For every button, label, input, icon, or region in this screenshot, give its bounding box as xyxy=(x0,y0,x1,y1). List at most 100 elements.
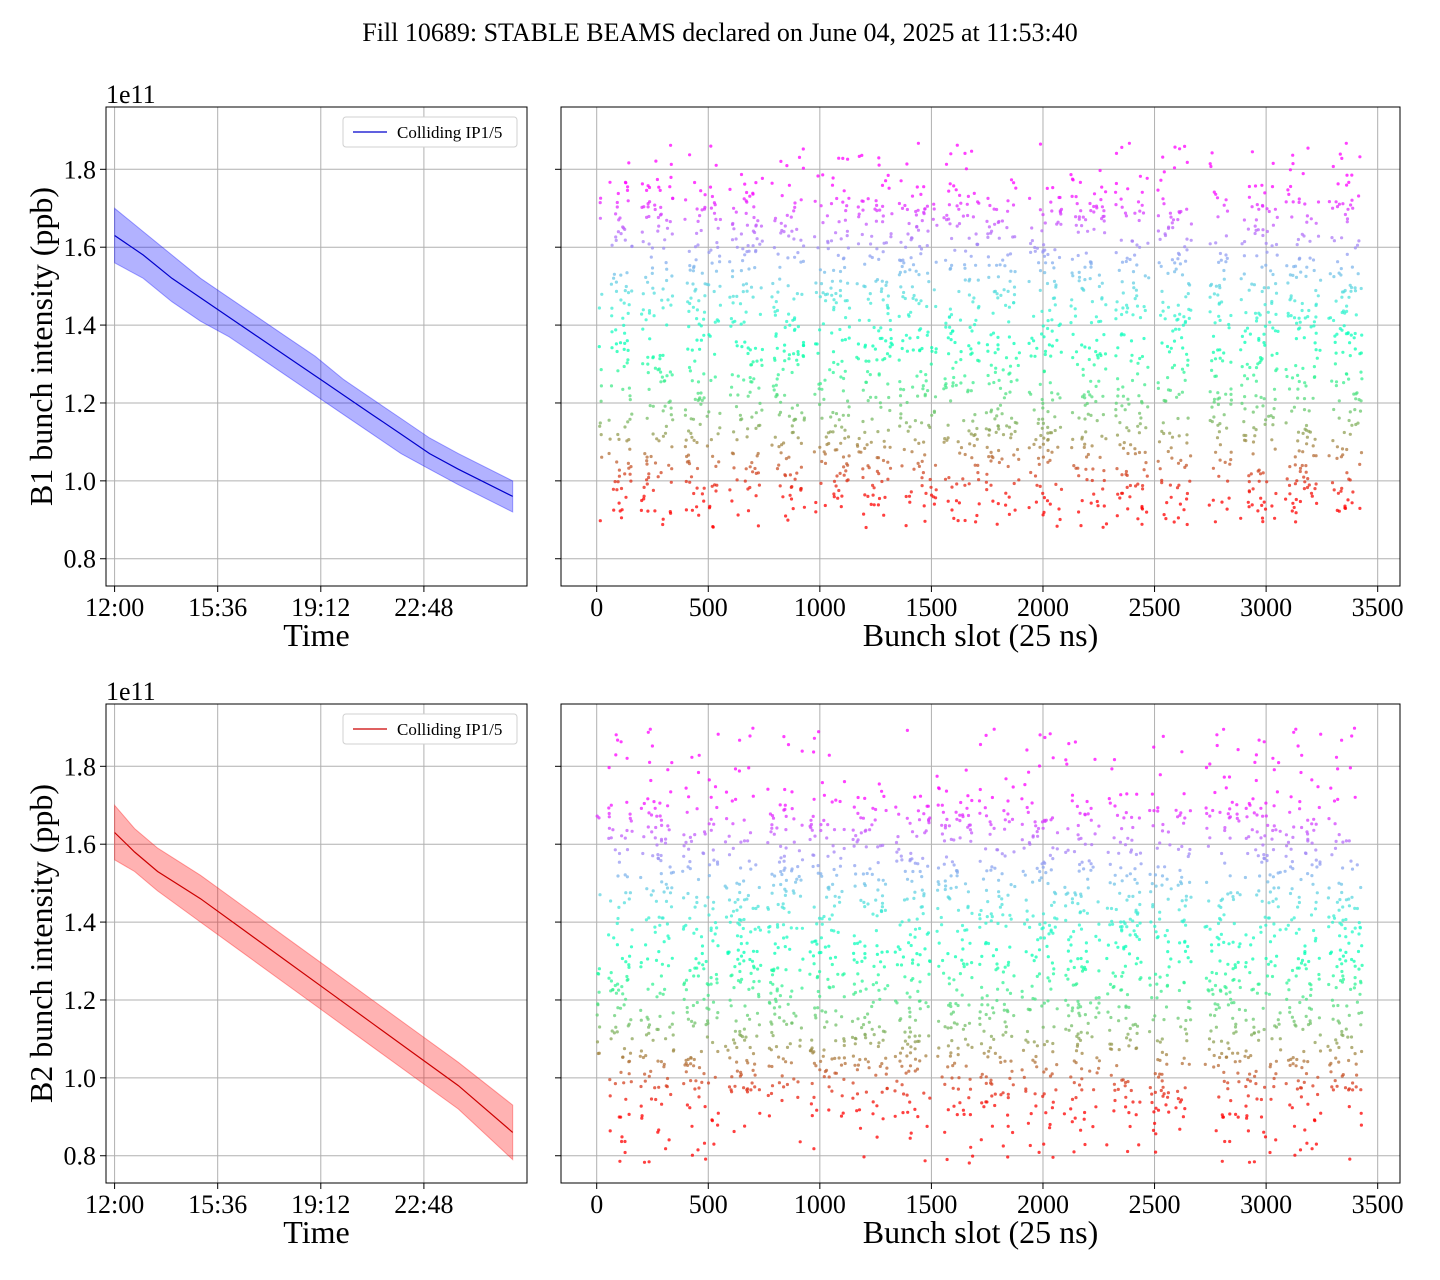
bunch-point xyxy=(972,433,976,438)
bunch-point xyxy=(860,232,864,237)
bunch-point xyxy=(965,806,969,810)
bunch-point xyxy=(1045,281,1050,286)
bunch-point xyxy=(1214,971,1219,976)
bunch-point xyxy=(1229,997,1233,1001)
bunch-point xyxy=(1298,499,1302,504)
bunch-point xyxy=(656,1059,660,1063)
bunch-point xyxy=(800,986,804,990)
bunch-point xyxy=(1001,970,1006,974)
bunch-point xyxy=(620,834,624,838)
bunch-point xyxy=(1341,350,1345,354)
b2-time-panel: 0.81.01.21.41.61.812:00 15:36 19:12 22:48 T… xyxy=(23,677,528,1250)
bunch-point xyxy=(1342,430,1346,435)
bunch-point xyxy=(1029,354,1033,358)
bunch-point xyxy=(1177,210,1181,214)
bunch-point xyxy=(776,252,780,256)
bunch-point xyxy=(846,157,850,161)
bunch-point xyxy=(884,179,888,183)
bunch-point xyxy=(1291,835,1295,840)
bunch-point xyxy=(810,940,814,944)
bunch-point xyxy=(1089,379,1093,383)
bunch-point xyxy=(1308,430,1312,434)
bunch-point xyxy=(910,450,914,454)
bunch-point xyxy=(1290,376,1295,380)
bunch-point xyxy=(987,263,991,267)
bunch-point xyxy=(1115,300,1119,304)
bunch-point xyxy=(658,923,662,927)
bunch-point xyxy=(616,1006,620,1010)
bunch-point xyxy=(823,1069,828,1074)
bunch-point xyxy=(831,370,835,375)
bunch-point xyxy=(623,180,628,184)
bunch-point xyxy=(792,209,796,213)
bunch-point xyxy=(1171,226,1175,230)
bunch-point xyxy=(1022,1075,1026,1079)
bunch-point xyxy=(1266,310,1270,314)
bunch-point xyxy=(1161,421,1165,425)
bunch-point xyxy=(1050,344,1054,348)
bunch-point xyxy=(1215,743,1219,748)
bunch-point xyxy=(748,831,753,835)
bunch-point xyxy=(1128,1038,1132,1042)
bunch-point xyxy=(1274,291,1279,295)
bunch-point xyxy=(670,373,674,377)
bunch-point xyxy=(1307,483,1311,487)
x-tick-label: 15:36 xyxy=(188,593,247,622)
bunch-point xyxy=(1260,516,1265,520)
bunch-point xyxy=(956,1087,961,1091)
bunch-point xyxy=(801,340,806,345)
bunch-point xyxy=(847,196,851,200)
bunch-point xyxy=(963,1037,968,1041)
bunch-point xyxy=(1007,335,1012,339)
bunch-point xyxy=(1211,466,1215,470)
bunch-point xyxy=(1358,155,1362,159)
bunch-point xyxy=(1227,816,1231,820)
bunch-point xyxy=(990,1124,995,1128)
bunch-point xyxy=(1138,245,1142,249)
bunch-point xyxy=(1215,436,1220,440)
bunch-point xyxy=(1102,478,1106,483)
bunch-point xyxy=(986,349,990,353)
bunch-point xyxy=(1033,820,1037,824)
bunch-point xyxy=(716,1011,720,1015)
bunch-point xyxy=(1341,202,1345,206)
bunch-point xyxy=(1128,483,1132,488)
bunch-point xyxy=(1305,485,1310,490)
bunch-point xyxy=(981,877,986,881)
bunch-point xyxy=(1148,808,1152,813)
bunch-point xyxy=(782,735,786,739)
bunch-point xyxy=(758,928,763,932)
bunch-point xyxy=(1243,1054,1247,1058)
bunch-point xyxy=(915,185,919,189)
bunch-point xyxy=(975,513,979,518)
bunch-point xyxy=(1042,335,1046,339)
bunch-point xyxy=(1104,190,1108,194)
bunch-point xyxy=(976,278,980,282)
bunch-point xyxy=(609,899,613,903)
bunch-point xyxy=(1037,417,1041,421)
bunch-point xyxy=(1180,367,1185,371)
bunch-point xyxy=(899,963,904,967)
bunch-point xyxy=(856,444,860,448)
bunch-point xyxy=(738,962,742,966)
bunch-point xyxy=(691,305,696,309)
bunch-point xyxy=(940,803,944,807)
bunch-point xyxy=(596,971,600,976)
bunch-point xyxy=(735,881,739,885)
bunch-point xyxy=(881,298,885,302)
bunch-point xyxy=(1142,336,1146,341)
bunch-point xyxy=(1067,938,1071,942)
bunch-point xyxy=(863,1032,867,1036)
bunch-point xyxy=(1231,1016,1235,1020)
bunch-point xyxy=(854,834,858,838)
bunch-point xyxy=(1012,181,1016,185)
bunch-point xyxy=(1077,1083,1082,1087)
bunch-point xyxy=(1290,968,1295,973)
bunch-point xyxy=(880,789,884,793)
bunch-point xyxy=(751,360,755,364)
bunch-point xyxy=(627,303,631,307)
bunch-point xyxy=(830,800,834,804)
bunch-point xyxy=(1225,256,1229,260)
bunch-point xyxy=(1001,1091,1005,1095)
bunch-point xyxy=(727,834,731,838)
